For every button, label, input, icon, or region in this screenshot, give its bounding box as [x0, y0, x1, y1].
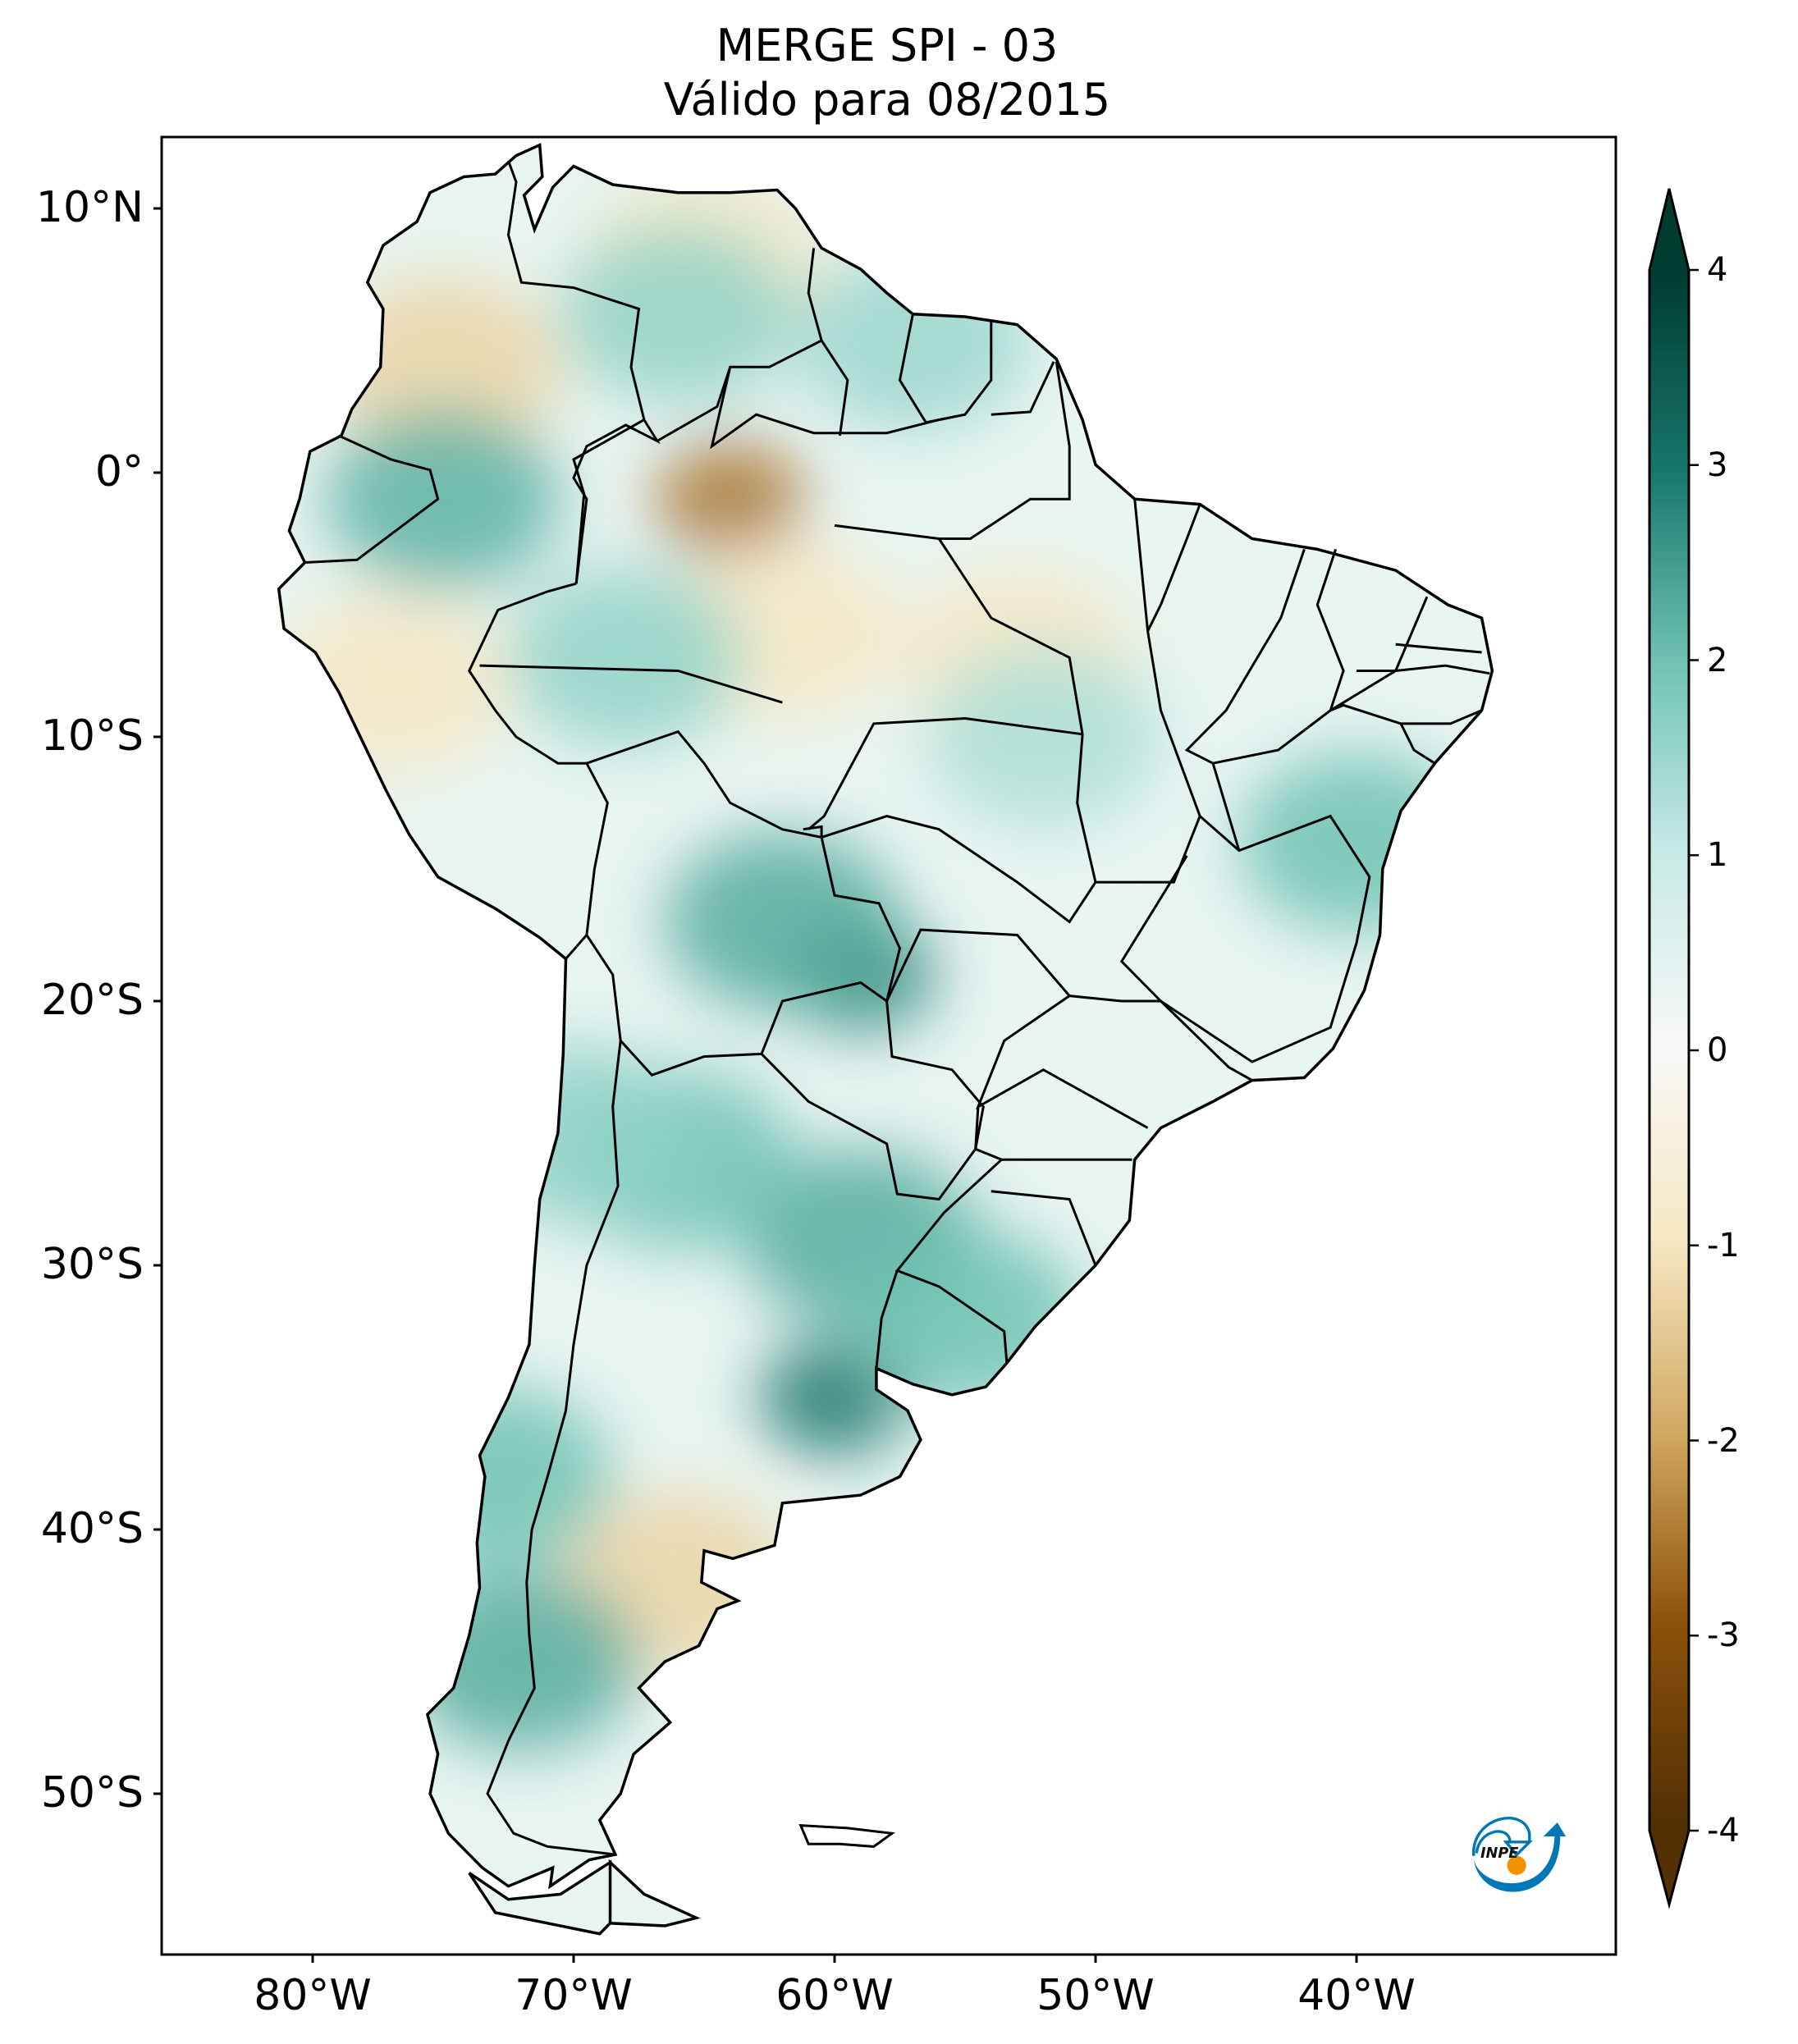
border-line	[760, 1000, 985, 1201]
x-tick-label: 70°W	[515, 1971, 633, 2020]
border-line	[937, 537, 1084, 735]
border-line	[821, 815, 1097, 924]
wet-anomaly	[377, 1386, 613, 1567]
y-tick-label: 30°S	[40, 1240, 144, 1289]
border-line	[991, 1190, 1097, 1266]
wet-anomaly	[848, 1228, 1082, 1409]
border-line	[991, 361, 1055, 416]
falkland-islands	[798, 1823, 895, 1848]
wet-anomaly	[326, 409, 560, 590]
colorbar-tick-label: -4	[1707, 1812, 1740, 1850]
border-line	[820, 340, 849, 437]
border-line	[657, 248, 823, 442]
border-line	[1184, 548, 1306, 851]
x-tick-label: 40°W	[1297, 1971, 1416, 2020]
plot-frame	[160, 135, 1617, 1956]
border-line	[975, 1147, 1003, 1161]
colorbar-tick-label: -3	[1707, 1616, 1740, 1655]
x-tick-label: 60°W	[775, 1971, 894, 2020]
coastline	[277, 143, 1494, 1936]
dry-anomaly	[655, 441, 805, 557]
dry-anomaly	[326, 277, 560, 458]
border-line	[885, 928, 1071, 1002]
wet-anomaly	[926, 647, 1161, 827]
dry-anomaly	[278, 593, 509, 775]
country-borders	[304, 160, 1490, 1856]
border-line	[894, 1159, 1009, 1364]
border-line	[304, 434, 440, 564]
wet-anomaly	[1239, 752, 1474, 933]
colorbar-tick-label: -2	[1707, 1421, 1740, 1460]
border-line	[468, 582, 609, 960]
colorbar-tick-label: 3	[1707, 446, 1728, 484]
colorbar-tick-label: 1	[1707, 836, 1728, 875]
y-tick-label: 40°S	[40, 1504, 144, 1553]
colorbar	[1648, 188, 1699, 1909]
y-tick-label: 10°N	[35, 183, 144, 232]
x-tick-label: 80°W	[254, 1971, 372, 2020]
border-line	[1212, 548, 1345, 765]
border-line	[585, 934, 888, 1077]
wet-anomaly	[404, 1571, 639, 1752]
y-tick-label: 10°S	[40, 711, 144, 761]
border-line	[586, 729, 902, 1002]
map-title: MERGE SPI - 03	[716, 20, 1059, 71]
y-tick-label: 0°	[94, 447, 144, 496]
x-tick-label: 50°W	[1036, 1971, 1155, 2020]
border-line	[875, 1269, 899, 1369]
border-line	[803, 825, 823, 838]
border-line	[974, 1106, 980, 1150]
border-line	[506, 160, 661, 584]
wet-anomaly	[795, 250, 1031, 431]
wet-anomaly	[665, 831, 900, 1013]
border-line	[1329, 664, 1490, 712]
inpe-logo-text: INPE	[1480, 1845, 1518, 1862]
border-line	[1395, 642, 1482, 654]
border-line	[1329, 703, 1402, 725]
border-line	[1076, 499, 1201, 884]
wet-anomaly	[456, 1043, 691, 1223]
wet-anomaly	[560, 223, 796, 405]
border-line	[572, 418, 645, 584]
map-subtitle: Válido para 08/2015	[663, 74, 1111, 126]
border-line	[710, 366, 966, 450]
colorbar-tick-label: 2	[1707, 641, 1728, 679]
border-line	[479, 664, 783, 704]
border-line	[486, 1040, 622, 1856]
inpe-logo: INPE	[1472, 1817, 1566, 1892]
y-tick-label: 20°S	[40, 976, 144, 1025]
border-line	[807, 716, 1083, 830]
border-line	[1146, 504, 1201, 632]
y-tick-label: 50°S	[40, 1768, 144, 1818]
colorbar-tick-label: 4	[1707, 251, 1728, 289]
wet-anomaly	[508, 567, 743, 748]
border-line	[1119, 814, 1371, 1063]
colorbar-tick-label: 0	[1707, 1031, 1728, 1069]
colorbar-tick-label: -1	[1707, 1226, 1740, 1264]
